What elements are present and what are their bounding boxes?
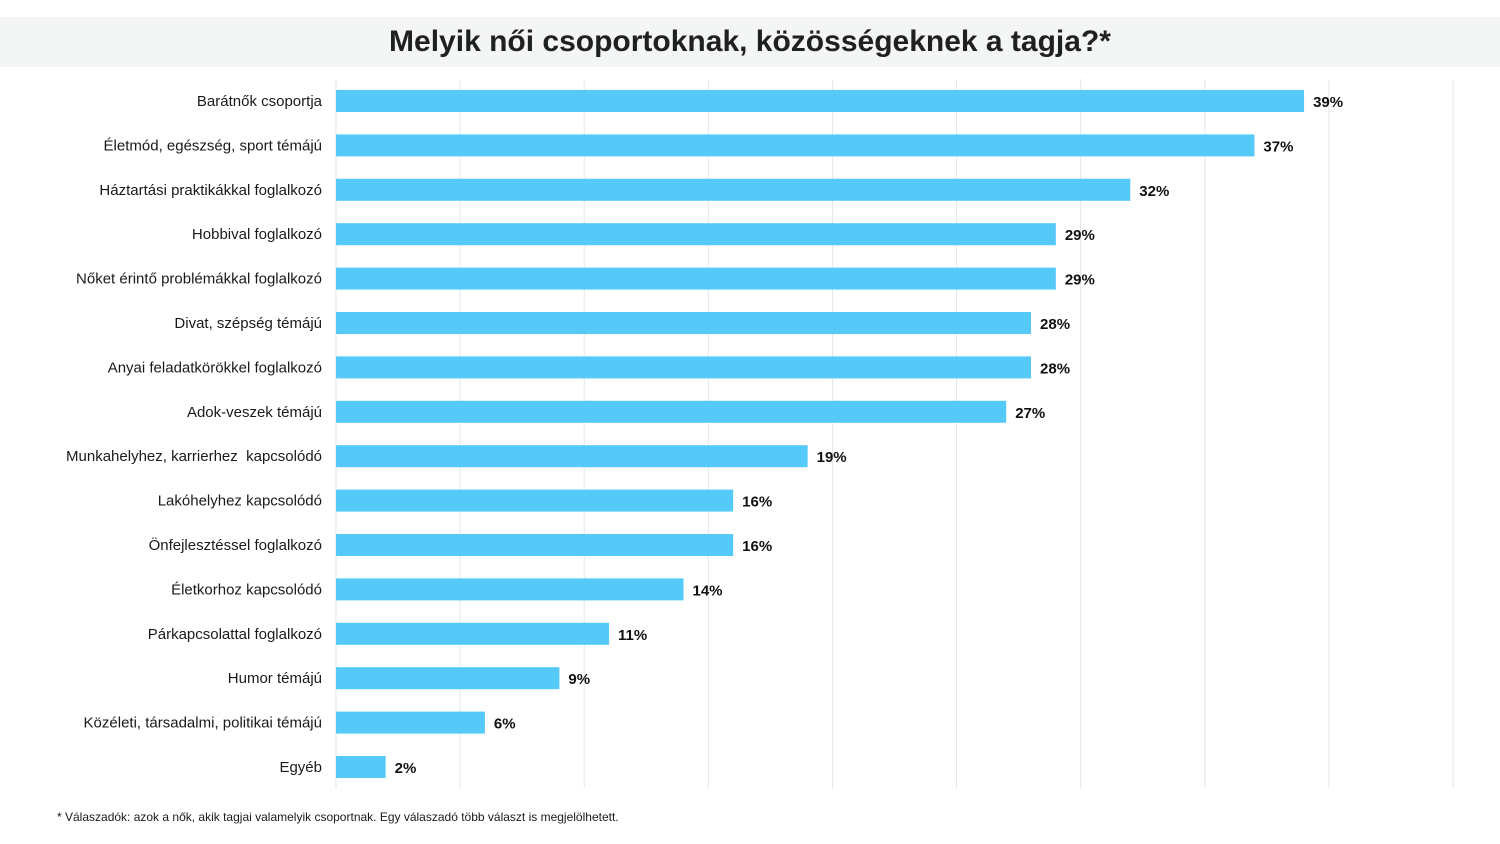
value-label: 27% xyxy=(1015,405,1045,422)
chart-title: Melyik női csoportoknak, közösségeknek a… xyxy=(389,25,1111,58)
category-label: Életkorhoz kapcsolódó xyxy=(171,581,322,598)
bars xyxy=(336,90,1305,778)
value-label: 29% xyxy=(1065,272,1095,289)
bar xyxy=(336,223,1056,246)
title-band: Melyik női csoportoknak, közösségeknek a… xyxy=(0,17,1500,67)
value-label: 14% xyxy=(693,582,723,599)
bar xyxy=(336,134,1255,157)
category-label: Barátnők csoportja xyxy=(197,93,323,110)
value-label: 11% xyxy=(618,627,647,644)
bar xyxy=(336,578,684,601)
bar xyxy=(336,400,1007,423)
value-label: 32% xyxy=(1139,183,1169,200)
value-label: 28% xyxy=(1040,360,1070,377)
bar xyxy=(336,622,610,645)
category-labels: Barátnők csoportja Életmód, egészség, spo… xyxy=(66,93,323,776)
category-label: Anyai feladatkörökkel foglalkozó xyxy=(108,359,322,376)
value-label: 29% xyxy=(1065,227,1095,244)
bar xyxy=(336,356,1032,379)
bar xyxy=(336,312,1032,334)
category-label: Nőket érintő problémákkal foglalkozó xyxy=(76,271,322,288)
bar xyxy=(336,489,734,512)
category-label: Divat, szépség témájú xyxy=(174,315,322,332)
category-label: Hobbival foglalkozó xyxy=(192,226,322,243)
value-label: 28% xyxy=(1040,316,1070,333)
value-label: 9% xyxy=(568,671,590,688)
category-label: Közéleti, társadalmi, politikai témájú xyxy=(84,715,322,732)
category-label: Munkahelyhez, karrierhez kapcsolódó xyxy=(66,448,322,465)
bar xyxy=(336,90,1305,112)
category-label: Életmód, egészség, sport témájú xyxy=(104,137,322,154)
category-label: Adok-veszek témájú xyxy=(187,404,322,421)
value-label: 39% xyxy=(1313,94,1343,111)
value-label: 2% xyxy=(395,760,417,777)
value-label: 16% xyxy=(742,538,772,555)
bar xyxy=(336,267,1056,290)
value-label: 19% xyxy=(817,449,847,466)
category-label: Háztartási praktikákkal foglalkozó xyxy=(99,182,322,199)
footnote: * Válaszadók: azok a nők, akik tagjai va… xyxy=(57,810,619,824)
value-label: 37% xyxy=(1263,138,1293,155)
bar xyxy=(336,178,1131,201)
bar xyxy=(336,756,386,778)
category-label: Humor témájú xyxy=(228,670,322,687)
value-label: 6% xyxy=(494,716,516,733)
category-label: Egyéb xyxy=(279,759,322,776)
bar xyxy=(336,445,808,468)
bar xyxy=(336,667,560,690)
category-label: Lakóhelyhez kapcsolódó xyxy=(158,493,322,510)
bar xyxy=(336,711,485,734)
bar xyxy=(336,534,734,556)
value-label: 16% xyxy=(742,494,772,511)
value-labels: 39% 37% 32% 29% 29% 28% 28% 27% 19% 16% 16% 14% 11% 9… xyxy=(395,94,1343,777)
category-label: Önfejlesztéssel foglalkozó xyxy=(149,536,322,554)
category-label: Párkapcsolattal foglalkozó xyxy=(148,626,322,643)
